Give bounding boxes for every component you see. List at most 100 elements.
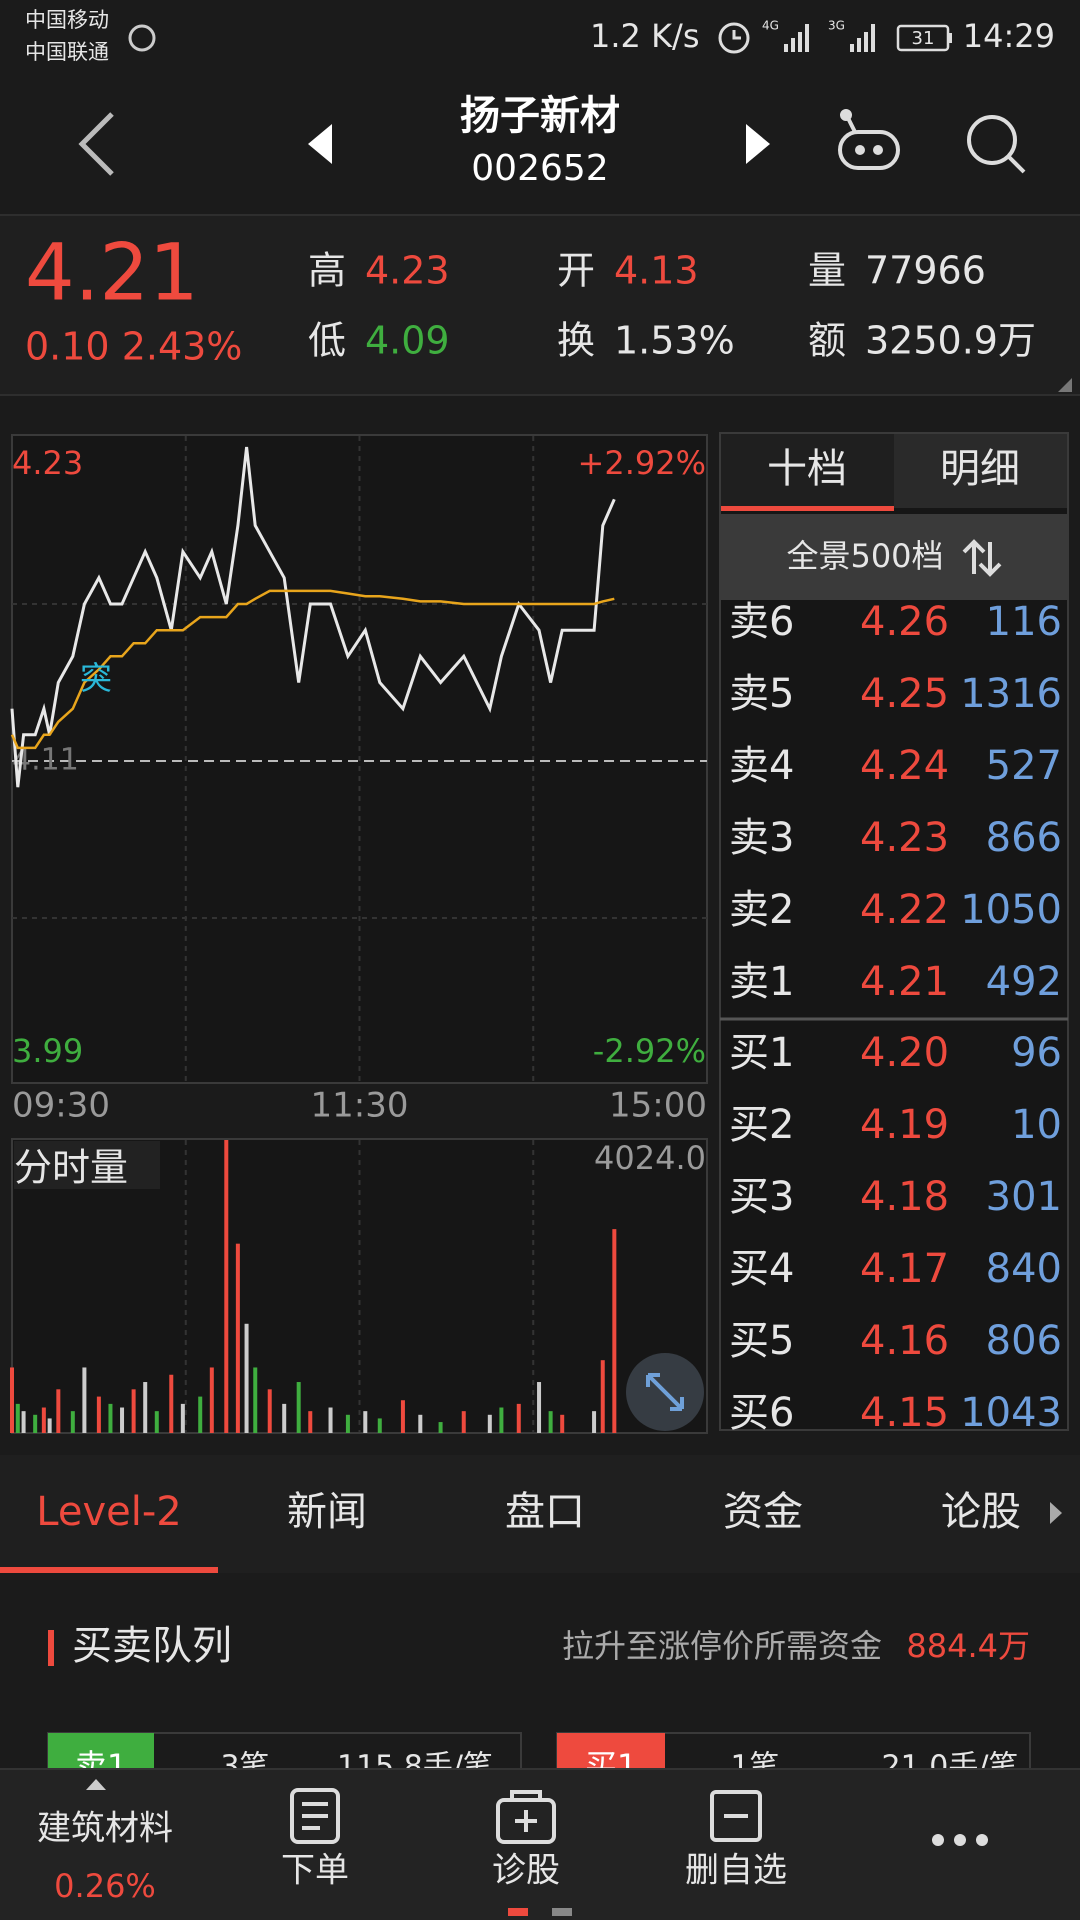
volume-bar (10, 1367, 14, 1433)
intraday-chart: 4.114.233.99+2.92%-2.92%09:30 11:30 15:004… (10, 436, 707, 1433)
nav-label[interactable]: 诊股 (492, 1851, 560, 1891)
book-price: 4.22 (860, 887, 949, 933)
volume-bar (82, 1367, 87, 1433)
nav-label[interactable]: 删自选 (685, 1851, 787, 1891)
tab-label[interactable]: 明细 (940, 446, 1020, 492)
hint: 拉升至涨停价所需资金 (562, 1627, 882, 1665)
open: 4.13 (614, 249, 699, 293)
book-volume: 10 (1011, 1102, 1062, 1148)
y-tick-label: 3.99 (12, 1032, 83, 1070)
book-volume: 866 (986, 815, 1062, 861)
status-icon (128, 24, 156, 52)
high: 4.23 (365, 249, 450, 293)
volume-bar (33, 1414, 38, 1433)
volume-bar (15, 1403, 20, 1433)
book-volume: 96 (1011, 1030, 1062, 1076)
volume-bar (131, 1389, 136, 1433)
volume-bar (21, 1411, 26, 1433)
volume-bar (600, 1360, 605, 1433)
stock-name: 扬子新材 (460, 93, 620, 139)
y2-tick-label: +2.92% (578, 444, 706, 482)
volume-bar (70, 1411, 75, 1433)
diagnose-icon (496, 1790, 556, 1844)
expand-caret (86, 1779, 106, 1790)
turnover: 1.53% (614, 319, 735, 363)
robot-button[interactable] (838, 109, 900, 170)
tab[interactable] (721, 434, 894, 508)
field-label: 高 (308, 249, 346, 293)
signal-icon (784, 24, 809, 52)
carrier: 中国联通 (25, 40, 109, 64)
book-price: 4.25 (860, 671, 949, 717)
prev-stock[interactable] (308, 124, 332, 164)
book-price: 4.23 (860, 815, 949, 861)
volume-bar (209, 1367, 214, 1433)
search-button[interactable] (967, 115, 1026, 174)
book-price: 4.24 (860, 743, 949, 789)
volume-title: 分时量 (14, 1146, 128, 1190)
volume: 77966 (865, 249, 986, 293)
volume-bar (612, 1229, 617, 1433)
book-volume: 840 (986, 1246, 1062, 1292)
volume-bar (180, 1403, 185, 1433)
more-button[interactable] (932, 1834, 988, 1846)
volume-bar (96, 1396, 101, 1433)
stock-code: 002652 (471, 148, 608, 189)
book-volume: 301 (986, 1174, 1062, 1220)
panorama-label[interactable]: 全景500档 (786, 537, 943, 575)
book-volume: 1050 (960, 887, 1062, 933)
volume-bar (108, 1403, 113, 1433)
volume-bar (169, 1374, 174, 1433)
book-label: 买4 (729, 1246, 794, 1292)
sector-name[interactable]: 建筑材料 (37, 1809, 173, 1849)
volume-bar (41, 1407, 46, 1433)
more-tabs[interactable] (1050, 1502, 1062, 1524)
required-amount: 884.4万 (906, 1627, 1030, 1665)
volume-bar (235, 1243, 240, 1433)
tab-label[interactable]: Level-2 (36, 1489, 181, 1535)
expand-button[interactable] (626, 1353, 704, 1431)
volume-bar (198, 1396, 203, 1433)
volume-bar (120, 1407, 125, 1433)
tab-label[interactable]: 论股 (941, 1489, 1021, 1535)
tab-label[interactable]: 盘口 (505, 1489, 585, 1535)
volume-bar (438, 1422, 443, 1433)
volume-bar (345, 1414, 350, 1433)
section-title: 买卖队列 (72, 1623, 232, 1669)
book-label: 卖4 (729, 743, 794, 789)
book-label: 买5 (729, 1318, 794, 1364)
volume-title-bg (14, 1141, 160, 1189)
quote-panel (0, 215, 1080, 395)
book-price: 4.26 (860, 599, 949, 645)
tab[interactable] (894, 434, 1067, 508)
book-price: 4.19 (860, 1102, 949, 1148)
y-tick-label: 4.23 (12, 444, 83, 482)
volume-bar (296, 1382, 301, 1433)
back-button[interactable] (78, 112, 114, 176)
corner-indicator (1058, 378, 1072, 392)
book-price: 4.15 (860, 1390, 949, 1436)
volume-bar (418, 1414, 423, 1433)
order-rows: 卖6 4.26 116 卖5 4.25 1316 卖4 4.24 527 卖3 4.23 866 卖2 4… (729, 599, 1062, 1436)
tab-label[interactable]: 新闻 (287, 1489, 367, 1535)
panorama-button[interactable] (721, 514, 1067, 600)
page-indicator (552, 1908, 572, 1916)
average-line (10, 589, 615, 750)
amount: 3250.9万 (865, 319, 1036, 363)
tab-label[interactable]: 资金 (723, 1489, 803, 1535)
network-type: 3G (828, 19, 845, 33)
book-volume: 527 (986, 743, 1062, 789)
volume-bar (560, 1414, 565, 1433)
book-label: 买2 (729, 1102, 794, 1148)
tab-label[interactable]: 十档 (767, 446, 847, 492)
net-speed: 1.2 K/s (590, 17, 700, 55)
network-type: 4G (762, 19, 779, 33)
book-volume: 492 (986, 959, 1062, 1005)
sector-change: 0.26% (54, 1867, 156, 1905)
volume-bar (400, 1400, 405, 1433)
annotation: 突 (80, 659, 112, 697)
nav-label[interactable]: 下单 (281, 1851, 349, 1891)
next-stock[interactable] (746, 124, 770, 164)
field-label: 换 (557, 319, 595, 363)
